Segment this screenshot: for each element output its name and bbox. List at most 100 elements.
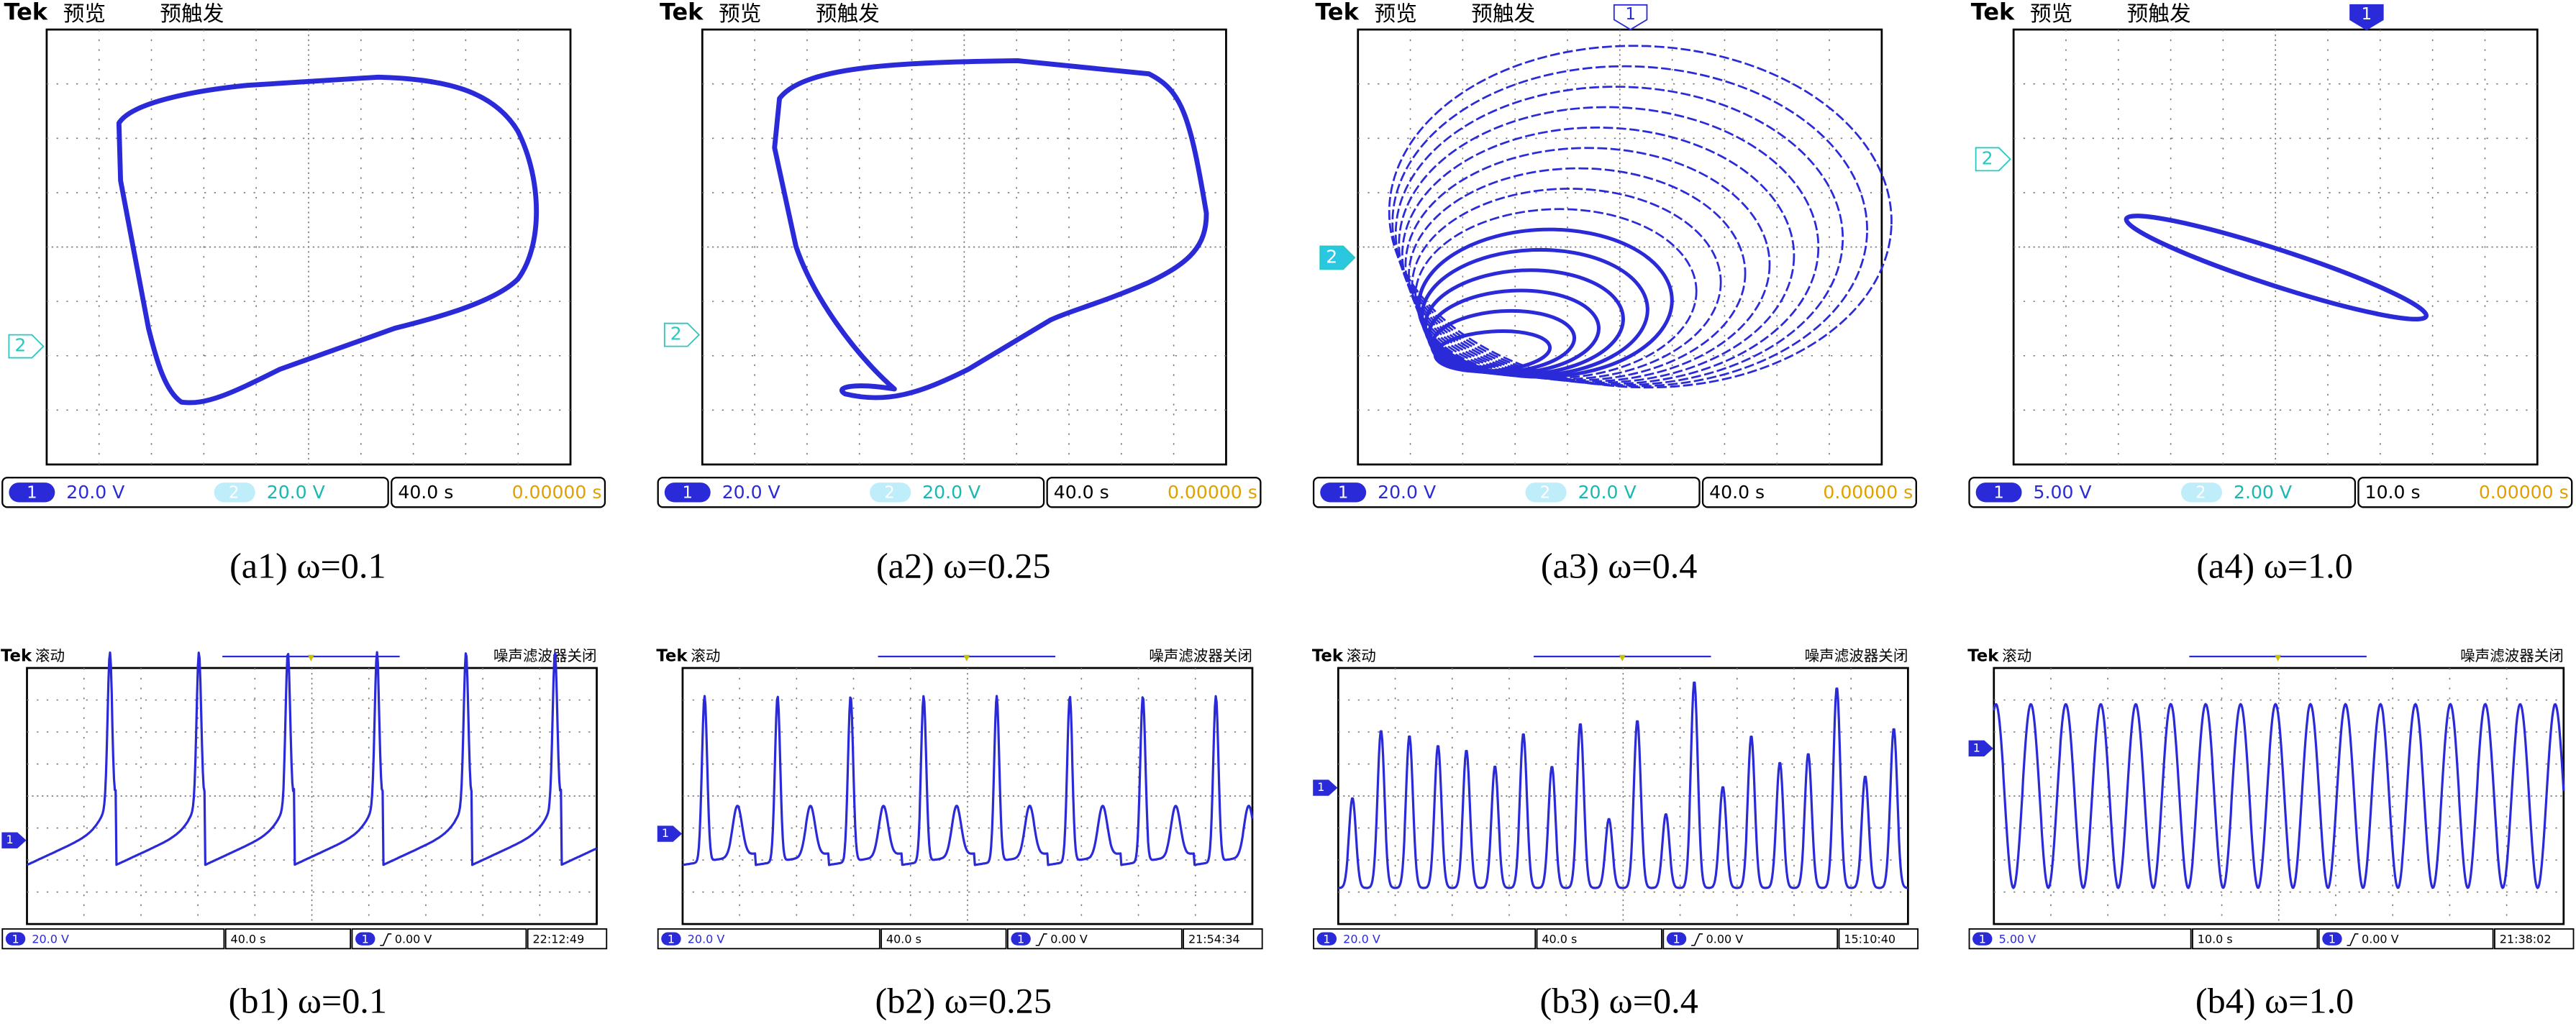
timebase: 40.0 s [886, 932, 921, 946]
scope-panel: Tek 滚动 噪声滤波器关闭 1 1 20.0 V 40.0 s 1 0.00 V 15:10:4… [1312, 647, 1919, 1020]
trace [772, 58, 1209, 401]
channel-marker-label: 2 [1326, 246, 1337, 267]
status-bar [657, 928, 880, 950]
trigger-badge [355, 932, 376, 946]
ch2-badge [870, 482, 911, 503]
ch1-badge [9, 482, 55, 503]
ch2-scale: 2.00 V [2234, 482, 2292, 503]
ch1-badge [1320, 482, 1367, 503]
status: 噪声滤波器关闭 [493, 647, 597, 664]
trigger-slope [380, 933, 392, 946]
ch1-badge [661, 932, 681, 946]
ch2-badge-label: 2 [229, 483, 240, 502]
ch1-badge-label: 1 [668, 932, 675, 946]
brand: Tek [1971, 0, 2015, 25]
timebase: 40.0 s [231, 932, 266, 946]
time-box [1046, 477, 1262, 508]
channel-marker [8, 334, 45, 359]
caption: (a1) ω=0.1 [229, 546, 386, 586]
trigger-state: 预触发 [160, 1, 224, 26]
trace [1391, 65, 1868, 388]
caption: (b3) ω=0.4 [1540, 980, 1698, 1020]
time-box [2192, 928, 2318, 950]
timebase: 40.0 s [1542, 932, 1577, 946]
trigger-state: 预触发 [1471, 1, 1535, 26]
trigger-slope [1691, 933, 1703, 946]
ch1-badge [664, 482, 711, 503]
trigger-pointer [307, 654, 314, 662]
ch1-badge-label: 1 [1338, 483, 1349, 502]
channel-marker-label: 1 [1625, 5, 1636, 24]
ch2-badge-label: 2 [884, 483, 895, 502]
status-bar [1968, 928, 2192, 950]
status-bar [1968, 477, 2357, 508]
channel-marker [1613, 4, 1648, 31]
brand: Tek [4, 0, 48, 25]
ch1-badge [1975, 482, 2022, 503]
trigger-pointer [2275, 654, 2282, 662]
trace [2124, 214, 2429, 322]
channel-marker [1, 832, 27, 848]
position: 0.00000 s [1823, 482, 1913, 503]
channel-marker-label: 1 [6, 833, 13, 846]
timebase: 40.0 s [1054, 482, 1109, 503]
clock: 21:38:02 [2500, 932, 2552, 946]
clock: 15:10:40 [1844, 932, 1895, 946]
ch1-scale: 20.0 V [722, 482, 780, 503]
status: 噪声滤波器关闭 [1805, 647, 1908, 664]
brand: Tek [660, 0, 704, 25]
status: 噪声滤波器关闭 [1149, 647, 1252, 664]
scope-panel: Tek 滚动 噪声滤波器关闭 1 1 5.00 V 10.0 s 1 0.00 V 21:38:0… [1967, 647, 2575, 1020]
trigger-channel: 1 [2329, 932, 2336, 946]
scope-panel: Tek 预览 预触发 2 1 1 20.0 V 2 20.0 V 40.0 s 0.00000 s (… [1312, 0, 1917, 586]
channel-marker-label: 1 [1973, 741, 1980, 754]
mode: 滚动 [1347, 647, 1376, 664]
channel-marker-label: 2 [14, 335, 26, 356]
ch1-scale: 20.0 V [1378, 482, 1436, 503]
position: 0.00000 s [2479, 482, 2569, 503]
brand: Tek [1312, 647, 1344, 666]
caption: (a2) ω=0.25 [876, 546, 1051, 586]
ch2-badge [2180, 482, 2223, 503]
caption: (b1) ω=0.1 [229, 980, 387, 1020]
ch1-badge-label: 1 [1993, 483, 2004, 502]
trigger-channel: 1 [1672, 932, 1680, 946]
scope-panel: Tek 预览 预触发 2 1 20.0 V 2 20.0 V 40.0 s 0.00000 s (a… [1, 0, 606, 586]
scope-panel: Tek 预览 预触发 2 1 20.0 V 2 20.0 V 40.0 s 0.00000 s (a… [657, 0, 1262, 586]
clock-box [1183, 928, 1263, 950]
mode: 滚动 [2002, 647, 2031, 664]
scope-panel: Tek 预览 预触发 2 1 1 5.00 V 2 2.00 V 10.0 s 0.00000 s (… [1968, 0, 2573, 586]
trigger-box [1662, 928, 1839, 950]
time-box [1536, 928, 1662, 950]
channel-marker [1319, 245, 1356, 270]
clock: 21:54:34 [1188, 932, 1240, 946]
status-bar [657, 477, 1045, 508]
mode: 预览 [2030, 1, 2072, 26]
timebase: 10.0 s [2198, 932, 2233, 946]
ch2-badge [214, 482, 255, 503]
trigger-badge [2322, 932, 2342, 946]
trigger-state: 预触发 [816, 1, 880, 26]
trace [682, 695, 1254, 866]
trigger-channel: 1 [362, 932, 369, 946]
ch1-badge-label: 1 [683, 483, 693, 502]
ch1-badge-label: 1 [1979, 932, 1986, 946]
trigger-level: 0.00 V [1050, 932, 1088, 946]
mode: 预览 [1375, 1, 1417, 26]
ch2-badge-label: 2 [1540, 483, 1551, 502]
clock-box [2494, 928, 2575, 950]
trigger-level: 0.00 V [395, 932, 432, 946]
caption: (a4) ω=1.0 [2196, 546, 2352, 586]
trigger-slope [1035, 933, 1047, 946]
scope-panel: Tek 滚动 噪声滤波器关闭 1 1 20.0 V 40.0 s 1 0.00 V 22:12:4… [1, 647, 608, 1020]
mode: 预览 [719, 1, 761, 26]
ch1-badge-label: 1 [12, 932, 19, 946]
status-bar [1312, 477, 1701, 508]
trace [1388, 45, 1893, 389]
trace [1401, 127, 1796, 384]
trace [26, 651, 598, 866]
ch1-scale: 5.00 V [1999, 932, 2036, 946]
timebase: 10.0 s [2365, 482, 2421, 503]
